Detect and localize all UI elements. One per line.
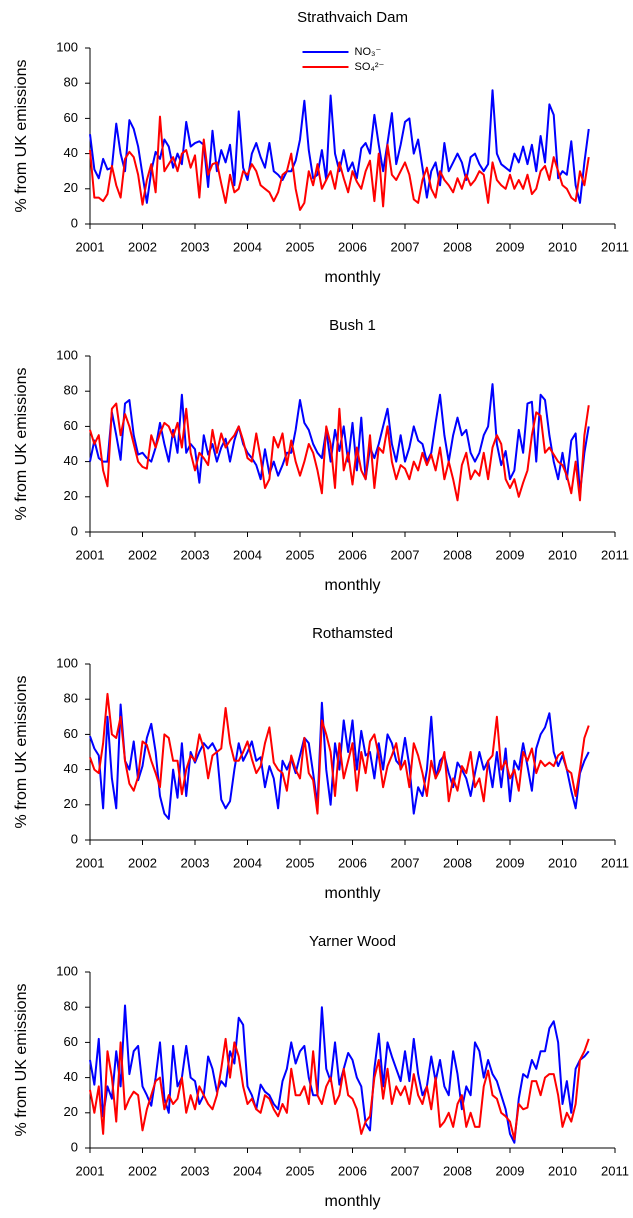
y-tick-label: 20 xyxy=(64,180,78,195)
x-tick-label: 2005 xyxy=(286,855,315,870)
x-axis-label: monthly xyxy=(324,1193,380,1210)
y-tick-label: 40 xyxy=(64,145,78,160)
x-tick-label: 2006 xyxy=(338,855,367,870)
y-tick-label: 100 xyxy=(56,347,78,362)
data-line xyxy=(89,89,590,204)
x-tick-label: 2002 xyxy=(128,1163,157,1178)
x-tick-label: 2007 xyxy=(391,855,420,870)
x-tick-label: 2011 xyxy=(601,547,629,562)
y-tick-label: 80 xyxy=(64,75,78,90)
x-tick-label: 2006 xyxy=(338,239,367,254)
x-tick-label: 2005 xyxy=(286,547,315,562)
x-tick-label: 2003 xyxy=(181,547,210,562)
x-tick-label: 2006 xyxy=(338,547,367,562)
x-tick-label: 2003 xyxy=(181,855,210,870)
chart-title: Bush 1 xyxy=(329,317,376,334)
legend-label: SO₄²⁻ xyxy=(355,61,385,73)
y-tick-label: 0 xyxy=(71,523,78,538)
y-tick-label: 20 xyxy=(64,488,78,503)
data-line xyxy=(89,701,590,820)
x-tick-label: 2003 xyxy=(181,1163,210,1178)
x-tick-label: 2002 xyxy=(128,547,157,562)
y-tick-label: 20 xyxy=(64,796,78,811)
x-tick-label: 2011 xyxy=(601,1163,629,1178)
x-tick-label: 2005 xyxy=(286,1163,315,1178)
x-tick-label: 2010 xyxy=(548,1163,577,1178)
data-line xyxy=(89,692,590,815)
x-tick-label: 2006 xyxy=(338,1163,367,1178)
chart-title: Yarner Wood xyxy=(309,933,396,950)
chart-title: Strathvaich Dam xyxy=(297,9,408,26)
y-tick-label: 40 xyxy=(64,761,78,776)
y-axis-label: % from UK emissions xyxy=(13,676,30,829)
x-tick-label: 2011 xyxy=(601,239,629,254)
y-tick-label: 60 xyxy=(64,726,78,741)
y-tick-label: 80 xyxy=(64,999,78,1014)
y-tick-label: 20 xyxy=(64,1104,78,1119)
x-tick-label: 2004 xyxy=(233,855,262,870)
y-tick-label: 60 xyxy=(64,110,78,125)
x-axis-label: monthly xyxy=(324,577,380,594)
x-tick-label: 2008 xyxy=(443,855,472,870)
y-tick-label: 80 xyxy=(64,383,78,398)
y-tick-label: 40 xyxy=(64,453,78,468)
x-tick-label: 2011 xyxy=(601,855,629,870)
x-tick-label: 2010 xyxy=(548,547,577,562)
x-tick-label: 2002 xyxy=(128,239,157,254)
y-tick-label: 0 xyxy=(71,215,78,230)
data-line xyxy=(89,383,590,495)
y-tick-label: 100 xyxy=(56,963,78,978)
x-tick-label: 2001 xyxy=(76,1163,105,1178)
x-tick-label: 2008 xyxy=(443,239,472,254)
x-tick-label: 2004 xyxy=(233,239,262,254)
panel: Yarner Wood 0 20 40 60 80 100 2001 2002 2003 2004 2… xyxy=(13,933,629,1210)
y-tick-label: 100 xyxy=(56,655,78,670)
x-tick-label: 2010 xyxy=(548,239,577,254)
x-tick-label: 2009 xyxy=(496,1163,525,1178)
data-line xyxy=(89,1037,590,1141)
data-line xyxy=(89,402,590,502)
x-tick-label: 2009 xyxy=(496,239,525,254)
x-axis-label: monthly xyxy=(324,269,380,286)
y-tick-label: 0 xyxy=(71,831,78,846)
x-tick-label: 2001 xyxy=(76,547,105,562)
chart-title: Rothamsted xyxy=(312,625,393,642)
x-tick-label: 2007 xyxy=(391,1163,420,1178)
x-tick-label: 2008 xyxy=(443,1163,472,1178)
x-tick-label: 2007 xyxy=(391,239,420,254)
x-tick-label: 2002 xyxy=(128,855,157,870)
legend-label: NO₃⁻ xyxy=(355,46,382,58)
x-tick-label: 2001 xyxy=(76,855,105,870)
y-tick-label: 60 xyxy=(64,1034,78,1049)
x-tick-label: 2001 xyxy=(76,239,105,254)
panel: Rothamsted 0 20 40 60 80 100 2001 2002 2003 2004 20… xyxy=(13,625,629,902)
y-tick-label: 80 xyxy=(64,691,78,706)
x-tick-label: 2009 xyxy=(496,547,525,562)
x-tick-label: 2007 xyxy=(391,547,420,562)
x-tick-label: 2008 xyxy=(443,547,472,562)
x-tick-label: 2004 xyxy=(233,547,262,562)
y-tick-label: 0 xyxy=(71,1139,78,1154)
x-axis-label: monthly xyxy=(324,885,380,902)
x-tick-label: 2005 xyxy=(286,239,315,254)
x-tick-label: 2003 xyxy=(181,239,210,254)
y-axis-label: % from UK emissions xyxy=(13,60,30,213)
x-tick-label: 2009 xyxy=(496,855,525,870)
panel: Bush 1 0 20 40 60 80 100 2001 2002 2003 2004 2005 20… xyxy=(13,317,629,594)
y-tick-label: 60 xyxy=(64,418,78,433)
y-tick-label: 40 xyxy=(64,1069,78,1084)
y-axis-label: % from UK emissions xyxy=(13,984,30,1137)
data-line xyxy=(89,115,590,211)
x-tick-label: 2004 xyxy=(233,1163,262,1178)
x-tick-label: 2010 xyxy=(548,855,577,870)
y-axis-label: % from UK emissions xyxy=(13,368,30,521)
panel: Strathvaich Dam 0 20 40 60 80 100 2001 2002 2003 2… xyxy=(13,9,629,286)
y-tick-label: 100 xyxy=(56,39,78,54)
data-line xyxy=(89,1004,590,1144)
